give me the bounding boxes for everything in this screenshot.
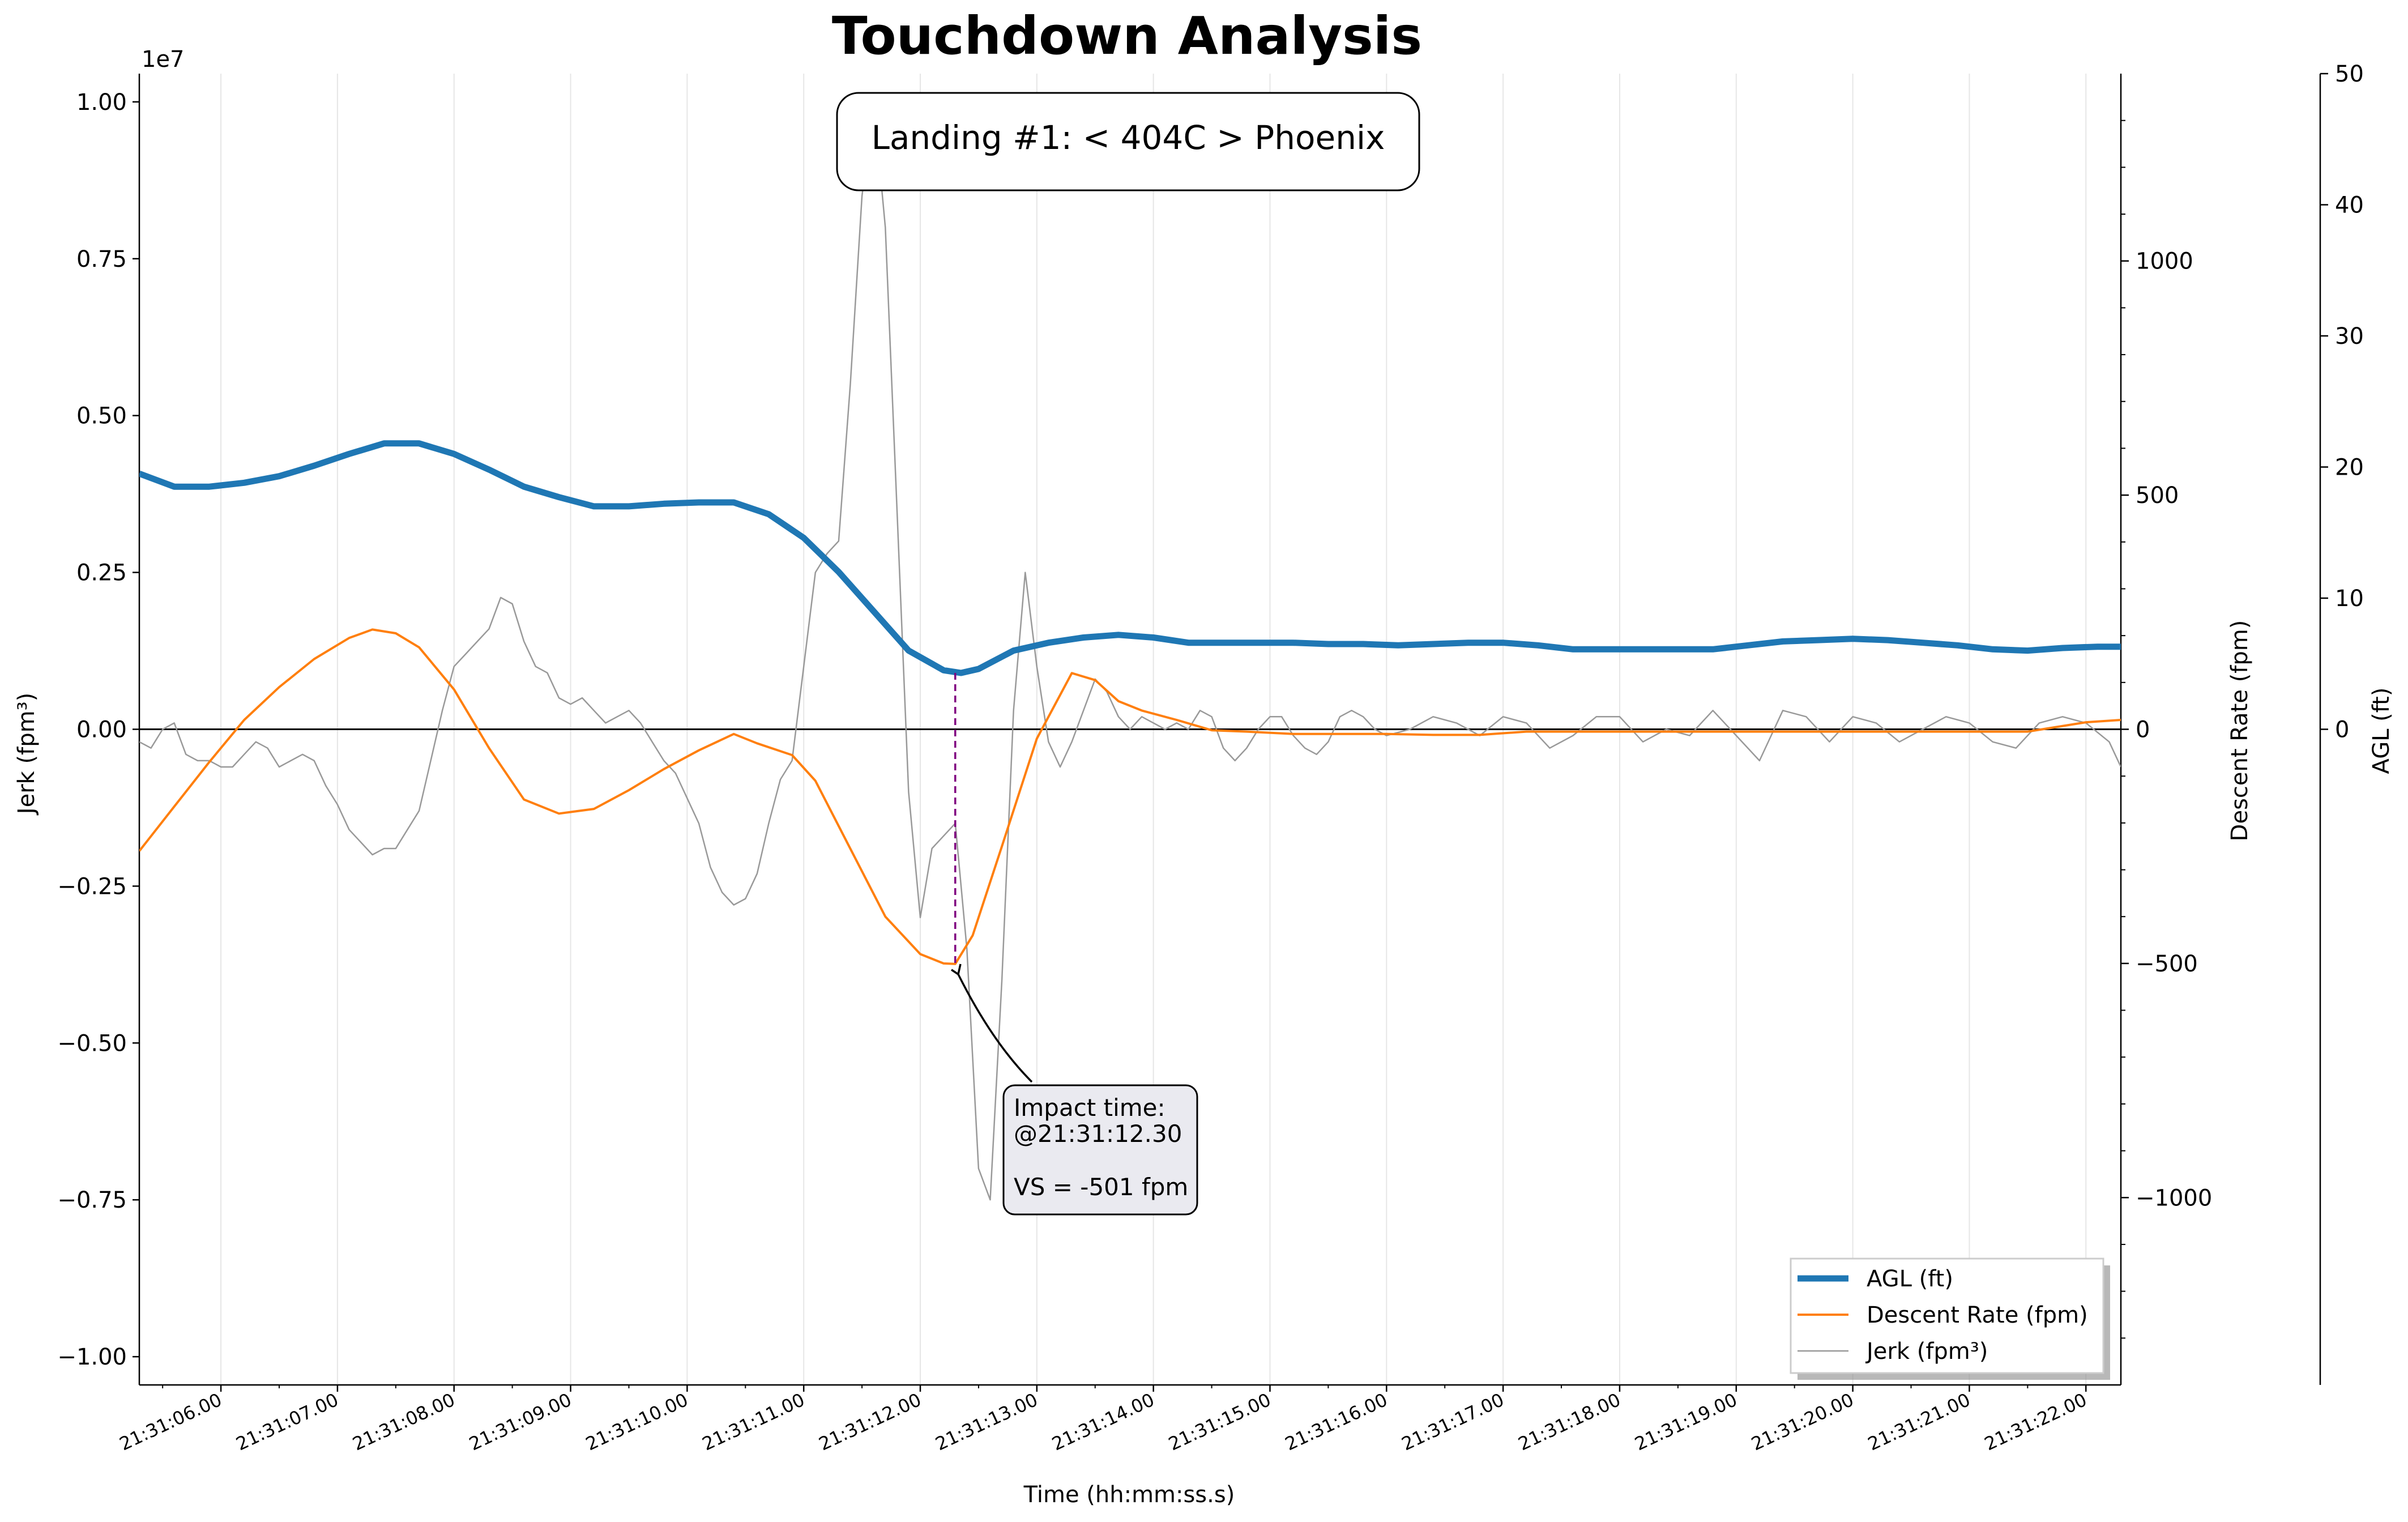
agl-tick-label: 20 bbox=[2335, 455, 2364, 481]
impact-annotation-line-1: Impact time: bbox=[1014, 1094, 1165, 1122]
legend-label-descent: Descent Rate (fpm) bbox=[1867, 1302, 2088, 1328]
agl-tick-label: 40 bbox=[2335, 193, 2364, 219]
descent-tick-label: −500 bbox=[2136, 951, 2198, 977]
jerk-tick-label: −0.25 bbox=[57, 873, 127, 899]
agl-tick-label: 30 bbox=[2335, 323, 2364, 349]
agl-tick-label: 50 bbox=[2335, 61, 2364, 87]
descent-tick-label: 500 bbox=[2136, 483, 2179, 509]
y-axis-label-descent: Descent Rate (fpm) bbox=[2227, 620, 2253, 842]
descent-tick-label: 0 bbox=[2136, 717, 2150, 743]
subtitle-box: Landing #1: < 404C > Phoenix bbox=[836, 92, 1420, 191]
jerk-tick-label: 0.75 bbox=[76, 246, 127, 272]
descent-tick-label: −1000 bbox=[2136, 1185, 2212, 1211]
agl-tick-label: 10 bbox=[2335, 586, 2364, 612]
x-axis-label: Time (hh:mm:ss.s) bbox=[1023, 1482, 1235, 1508]
agl-line bbox=[139, 440, 2121, 676]
jerk-line bbox=[139, 101, 2121, 1201]
chart-subtitle: Landing #1: < 404C > Phoenix bbox=[872, 118, 1385, 157]
y-axis-label-agl: AGL (ft) bbox=[2368, 688, 2394, 774]
impact-annotation-line-4: VS = -501 fpm bbox=[1014, 1173, 1188, 1201]
jerk-tick-label: 1.00 bbox=[76, 89, 127, 116]
jerk-tick-label: 0.00 bbox=[76, 717, 127, 743]
impact-annotation-arrow bbox=[957, 974, 1033, 1083]
legend: AGL (ft) Descent Rate (fpm) Jerk (fpm³) bbox=[1790, 1257, 2110, 1380]
jerk-tick-label: 0.50 bbox=[76, 403, 127, 429]
jerk-axis-multiplier: 1e7 bbox=[142, 46, 185, 73]
descent-tick-label: 1000 bbox=[2136, 249, 2193, 275]
legend-label-jerk: Jerk (fpm³) bbox=[1865, 1338, 1988, 1365]
series-lines bbox=[139, 101, 2121, 1201]
agl-tick-label: 0 bbox=[2335, 717, 2349, 743]
jerk-tick-label: −0.50 bbox=[57, 1030, 127, 1056]
impact-annotation-line-2: @21:31:12.30 bbox=[1014, 1120, 1182, 1148]
legend-label-agl: AGL (ft) bbox=[1867, 1266, 1953, 1292]
chart-title: Touchdown Analysis bbox=[832, 6, 1422, 66]
impact-annotation-arrowhead bbox=[951, 963, 962, 976]
jerk-tick-label: 0.25 bbox=[76, 560, 127, 586]
impact-annotation-box: Impact time: @21:31:12.30 VS = -501 fpm bbox=[1002, 1084, 1198, 1216]
jerk-tick-label: −0.75 bbox=[57, 1187, 127, 1213]
descent-rate-line bbox=[139, 628, 2121, 965]
jerk-tick-label: −1.00 bbox=[57, 1344, 127, 1370]
y-axis-label-jerk: Jerk (fpm³) bbox=[14, 693, 40, 816]
